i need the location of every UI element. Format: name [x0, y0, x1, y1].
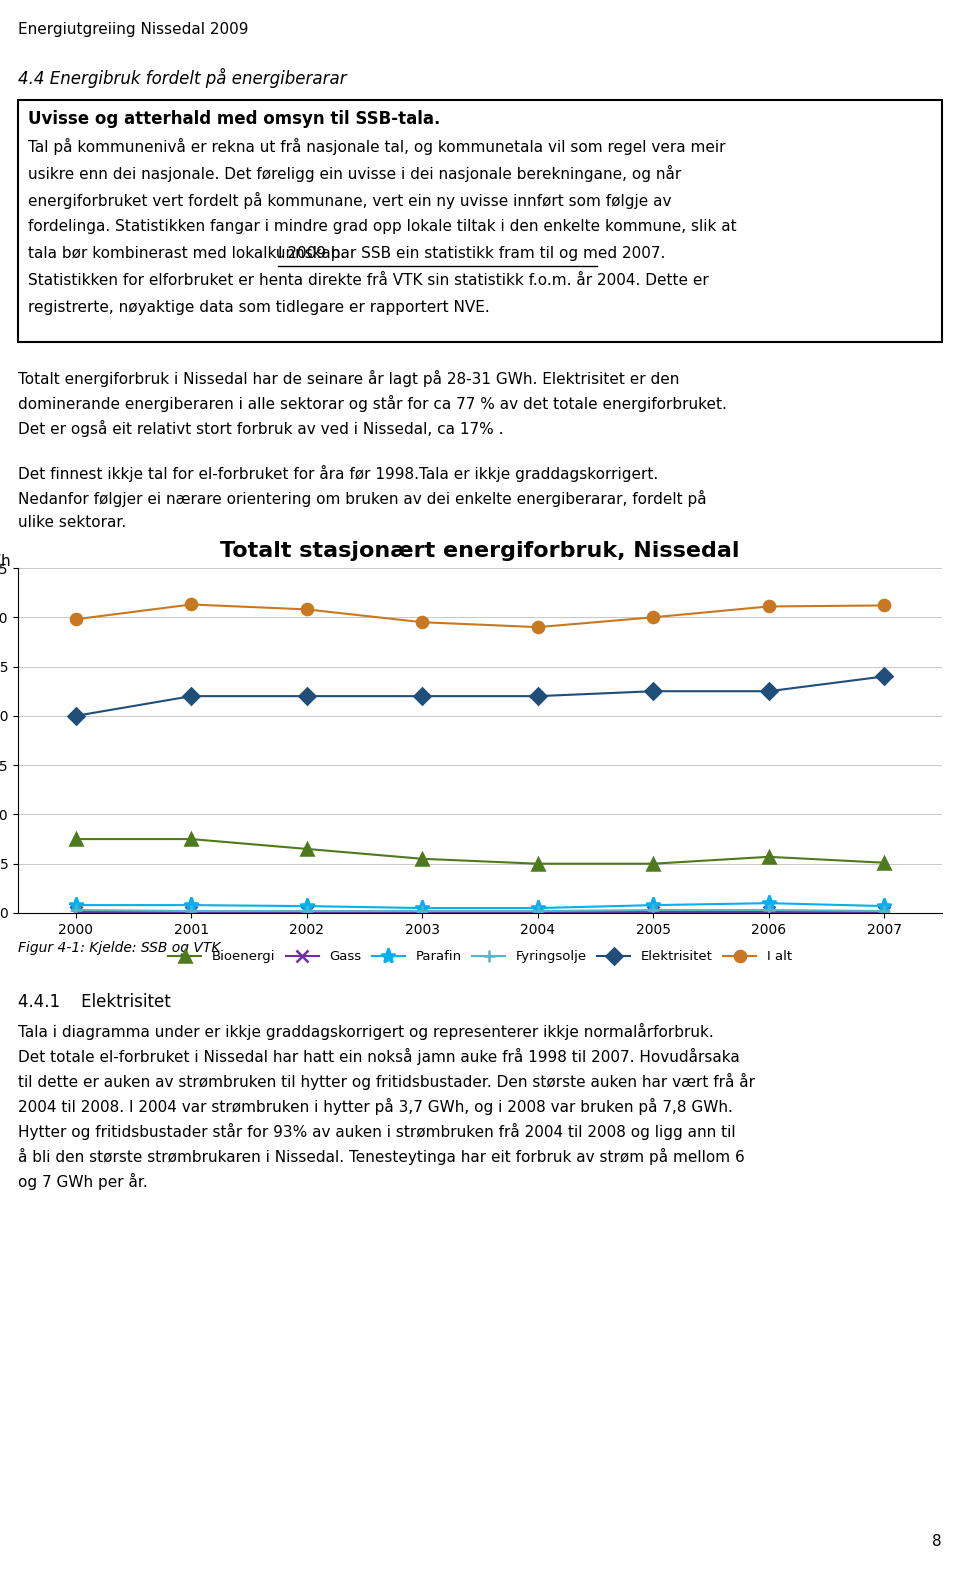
Text: 8: 8 [932, 1535, 942, 1549]
Fyringsolje [301, 902, 313, 921]
Parafin [763, 894, 775, 913]
Gass [878, 902, 890, 921]
Text: Uvisse og atterhald med omsyn til SSB-tala.: Uvisse og atterhald med omsyn til SSB-ta… [28, 110, 441, 127]
Gass [301, 902, 313, 921]
I alt [532, 617, 543, 636]
Fyringsolje [185, 902, 197, 921]
Elektrisitet [763, 682, 775, 700]
Parafin [532, 899, 543, 918]
Text: og 7 GWh per år.: og 7 GWh per år. [18, 1173, 148, 1190]
Gass [417, 902, 428, 921]
Elektrisitet [878, 667, 890, 686]
Text: Totalt energiforbruk i Nissedal har de seinare år lagt på 28-31 GWh. Elektrisite: Totalt energiforbruk i Nissedal har de s… [18, 370, 680, 387]
Text: Hytter og fritidsbustader står for 93% av auken i strømbruken frå 2004 til 2008 : Hytter og fritidsbustader står for 93% a… [18, 1122, 735, 1140]
Text: GWh: GWh [0, 554, 11, 570]
I alt [417, 612, 428, 631]
Text: tala bør kombinerast med lokalkunnskap.: tala bør kombinerast med lokalkunnskap. [28, 246, 350, 261]
Legend: Bioenergi, Gass, Parafin, Fyringsolje, Elektrisitet, I alt: Bioenergi, Gass, Parafin, Fyringsolje, E… [163, 944, 797, 968]
Line: Gass: Gass [69, 905, 891, 918]
Line: Parafin: Parafin [68, 896, 892, 916]
Text: Statistikken for elforbruket er henta direkte frå VTK sin statistikk f.o.m. år 2: Statistikken for elforbruket er henta di… [28, 272, 708, 288]
Bioenergi [647, 855, 659, 874]
Elektrisitet [70, 707, 82, 726]
Text: Det finnest ikkje tal for el-forbruket for åra før 1998.Tala er ikkje graddagsko: Det finnest ikkje tal for el-forbruket f… [18, 464, 659, 482]
Text: Figur 4-1: Kjelde: SSB og VTK: Figur 4-1: Kjelde: SSB og VTK [18, 941, 221, 955]
Fyringsolje [763, 900, 775, 919]
Parafin [70, 896, 82, 914]
I alt [647, 608, 659, 626]
Text: Det totale el-forbruket i Nissedal har hatt ein nokså jamn auke frå 1998 til 200: Det totale el-forbruket i Nissedal har h… [18, 1048, 740, 1066]
Gass [763, 902, 775, 921]
Elektrisitet [301, 686, 313, 705]
I alt [301, 600, 313, 619]
Bioenergi [70, 829, 82, 848]
Line: Elektrisitet: Elektrisitet [70, 671, 890, 721]
Text: I 2009 har SSB ein statistikk fram til og med 2007.: I 2009 har SSB ein statistikk fram til o… [278, 246, 665, 261]
Gass [647, 902, 659, 921]
Gass [532, 902, 543, 921]
Text: Energiutgreiing Nissedal 2009: Energiutgreiing Nissedal 2009 [18, 22, 249, 38]
I alt [185, 595, 197, 614]
Line: Bioenergi: Bioenergi [70, 834, 890, 869]
Bioenergi [763, 847, 775, 866]
Parafin [647, 896, 659, 914]
Bioenergi [878, 853, 890, 872]
Bioenergi [185, 829, 197, 848]
Text: 4.4.1    Elektrisitet: 4.4.1 Elektrisitet [18, 993, 171, 1011]
Elektrisitet [417, 686, 428, 705]
Text: 2004 til 2008. I 2004 var strømbruken i hytter på 3,7 GWh, og i 2008 var bruken : 2004 til 2008. I 2004 var strømbruken i … [18, 1099, 732, 1114]
I alt [70, 609, 82, 628]
Fyringsolje [70, 900, 82, 919]
Fyringsolje [647, 900, 659, 919]
Text: Det er også eit relativt stort forbruk av ved i Nissedal, ca 17% .: Det er også eit relativt stort forbruk a… [18, 420, 503, 438]
Text: til dette er auken av strømbruken til hytter og fritidsbustader. Den største auk: til dette er auken av strømbruken til hy… [18, 1073, 755, 1091]
Text: registrerte, nøyaktige data som tidlegare er rapportert NVE.: registrerte, nøyaktige data som tidlegar… [28, 301, 490, 315]
Parafin [878, 897, 890, 916]
Line: Fyringsolje: Fyringsolje [69, 903, 891, 918]
Fyringsolje [532, 902, 543, 921]
Text: Nedanfor følgjer ei nærare orientering om bruken av dei enkelte energiberarar, f: Nedanfor følgjer ei nærare orientering o… [18, 490, 707, 507]
Line: I alt: I alt [70, 600, 890, 633]
Text: Tala i diagramma under er ikkje graddagskorrigert og representerer ikkje normalå: Tala i diagramma under er ikkje graddags… [18, 1023, 713, 1040]
Parafin [301, 897, 313, 916]
I alt [763, 597, 775, 615]
Elektrisitet [647, 682, 659, 700]
Fyringsolje [878, 902, 890, 921]
Parafin [417, 899, 428, 918]
Text: Tal på kommunenivå er rekna ut frå nasjonale tal, og kommunetala vil som regel v: Tal på kommunenivå er rekna ut frå nasjo… [28, 139, 726, 154]
Elektrisitet [532, 686, 543, 705]
I alt [878, 597, 890, 615]
Text: 4.4 Energibruk fordelt på energiberarar: 4.4 Energibruk fordelt på energiberarar [18, 68, 347, 88]
Bioenergi [301, 839, 313, 858]
Text: fordelinga. Statistikken fangar i mindre grad opp lokale tiltak i den enkelte ko: fordelinga. Statistikken fangar i mindre… [28, 219, 736, 235]
Text: å bli den største strømbrukaren i Nissedal. Tenesteytinga har eit forbruk av str: å bli den største strømbrukaren i Nissed… [18, 1147, 745, 1165]
Bar [18, 101, 942, 342]
Text: ulike sektorar.: ulike sektorar. [18, 515, 127, 530]
Parafin [185, 896, 197, 914]
Text: energiforbruket vert fordelt på kommunane, vert ein ny uvisse innført som følgje: energiforbruket vert fordelt på kommunan… [28, 192, 671, 209]
Elektrisitet [185, 686, 197, 705]
Bioenergi [417, 850, 428, 869]
Fyringsolje [417, 902, 428, 921]
Gass [70, 902, 82, 921]
Bioenergi [532, 855, 543, 874]
Gass [185, 902, 197, 921]
Title: Totalt stasjonært energiforbruk, Nissedal: Totalt stasjonært energiforbruk, Nisseda… [220, 541, 740, 560]
Text: usikre enn dei nasjonale. Det føreligg ein uvisse i dei nasjonale berekningane, : usikre enn dei nasjonale. Det føreligg e… [28, 165, 682, 183]
Text: dominerande energiberaren i alle sektorar og står for ca 77 % av det totale ener: dominerande energiberaren i alle sektora… [18, 395, 727, 412]
